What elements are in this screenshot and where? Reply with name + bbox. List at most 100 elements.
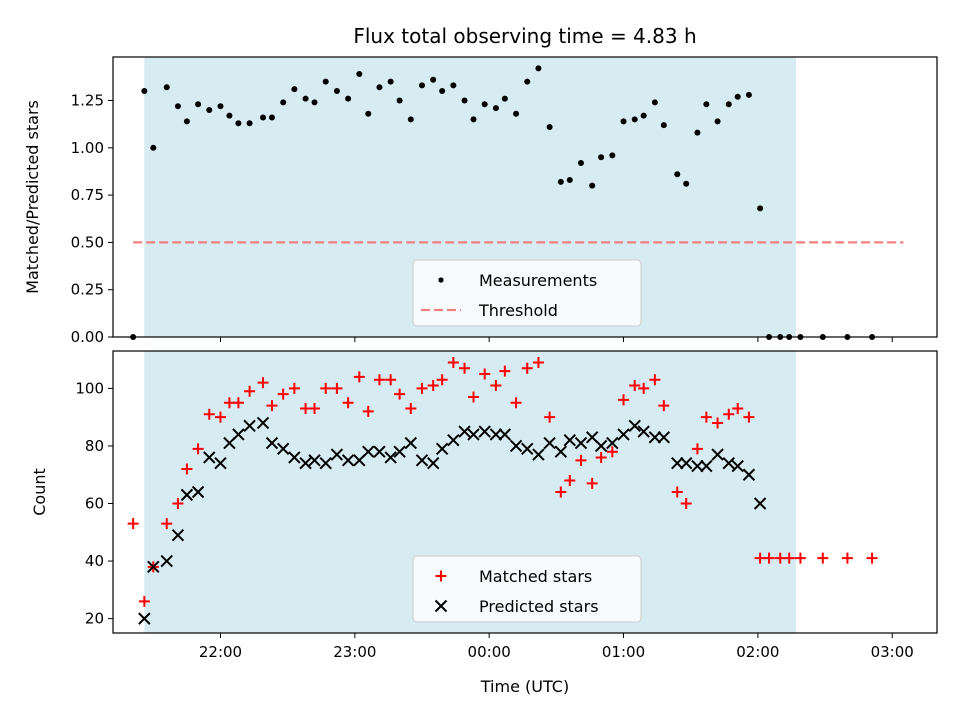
predicted-star-point (628, 419, 641, 433)
measurement-point (714, 118, 721, 125)
measurement-point (725, 101, 732, 108)
measurement-point (365, 110, 372, 117)
measurement-point (195, 101, 202, 108)
series-matched-stars (127, 357, 878, 607)
measurement-point (513, 110, 520, 117)
predicted-star-point (308, 454, 321, 467)
predicted-star-point (543, 436, 556, 450)
measurement-point (492, 105, 499, 112)
measurement-point (322, 78, 329, 85)
measurement-point (589, 182, 596, 189)
matched-star-point (362, 405, 374, 417)
matched-star-point (244, 385, 256, 397)
matched-star-point (436, 374, 448, 386)
matched-star-point (353, 371, 365, 383)
matched-star-point (658, 400, 670, 412)
matched-star-point (680, 498, 692, 510)
measurement-point (694, 129, 701, 136)
x-tick-label: 03:00 (871, 643, 914, 661)
matched-star-point (783, 552, 795, 564)
predicted-star-point (648, 431, 662, 444)
predicted-star-point (147, 560, 160, 574)
y-tick-label: 60 (85, 495, 104, 513)
y-axis-label: Matched/Predicted stars (23, 100, 42, 294)
predicted-star-point (521, 442, 534, 456)
axes-frame (112, 56, 938, 338)
series-measurements (130, 65, 876, 340)
matched-star-point (373, 374, 385, 386)
predicted-star-point (617, 428, 630, 441)
measurement-point (419, 82, 425, 89)
predicted-star-point (404, 436, 418, 450)
predicted-star-point (393, 445, 406, 458)
matched-star-point (629, 380, 641, 392)
legend-box (412, 259, 642, 327)
measurement-point (141, 88, 148, 95)
matched-star-point (468, 391, 479, 403)
measurement-point (566, 176, 573, 183)
predicted-star-point (415, 454, 429, 467)
matched-star-point (575, 454, 587, 466)
measurement-point (430, 76, 437, 83)
measurement-point (757, 205, 764, 212)
predicted-star-point (680, 457, 693, 470)
matched-star-point (671, 486, 683, 498)
measurement-point (356, 71, 363, 78)
measurement-point (280, 99, 287, 106)
matched-star-point (490, 380, 502, 392)
predicted-star-point (214, 457, 227, 470)
measurement-point (217, 103, 224, 110)
measurement-point (333, 88, 340, 95)
top-panel: 0.00 0.25 0.50 0.75 1.00 1.25 Matched/Predicte… (23, 24, 938, 346)
matched-star-point (866, 552, 878, 564)
predicted-star-point (160, 554, 173, 568)
matched-star-point (763, 552, 775, 564)
matched-star-point (638, 382, 650, 394)
predicted-star-point (722, 457, 735, 470)
series-predicted-stars (138, 416, 767, 625)
measurement-point (376, 84, 383, 91)
x-tick-label: 00:00 (468, 643, 511, 661)
predicted-star-point (180, 488, 194, 502)
matched-star-point (691, 443, 703, 455)
y-tick-label: 1.25 (71, 92, 104, 110)
legend-label: Matched stars (479, 567, 592, 586)
predicted-star-point (753, 497, 767, 510)
matched-star-point (405, 403, 417, 415)
measurement-point (703, 101, 710, 108)
measurement-point (302, 95, 309, 102)
legend-label: Predicted stars (479, 597, 599, 616)
x-tick-label: 22:00 (199, 643, 242, 661)
predicted-star-point (574, 436, 588, 450)
predicted-star-point (458, 425, 471, 438)
predicted-star-point (171, 528, 185, 542)
matched-star-point (385, 374, 397, 386)
predicted-star-point (478, 425, 491, 438)
measurement-point (407, 116, 414, 123)
y-tick-label: 40 (85, 552, 104, 570)
measurement-point (577, 159, 584, 166)
predicted-star-point (700, 459, 713, 473)
legend-dot-marker (438, 277, 444, 283)
predicted-star-point (265, 436, 279, 450)
predicted-star-point (637, 425, 650, 438)
matched-star-point (618, 394, 630, 406)
measurement-point (745, 91, 752, 98)
measurement-point (163, 84, 170, 91)
matched-star-point (712, 417, 724, 429)
predicted-star-point (509, 439, 523, 453)
matched-star-point (723, 408, 735, 420)
measurement-point (651, 99, 658, 106)
matched-star-point (266, 400, 278, 412)
measurement-point (620, 118, 627, 125)
matched-star-point (649, 374, 661, 386)
predicted-star-point (742, 468, 756, 481)
y-tick-label: 80 (85, 437, 104, 455)
measurement-point (174, 103, 181, 110)
matched-star-point (555, 486, 567, 498)
measurement-point (206, 106, 213, 113)
predicted-star-point (731, 459, 744, 473)
matched-star-point (161, 518, 173, 530)
matched-star-point (532, 357, 544, 369)
